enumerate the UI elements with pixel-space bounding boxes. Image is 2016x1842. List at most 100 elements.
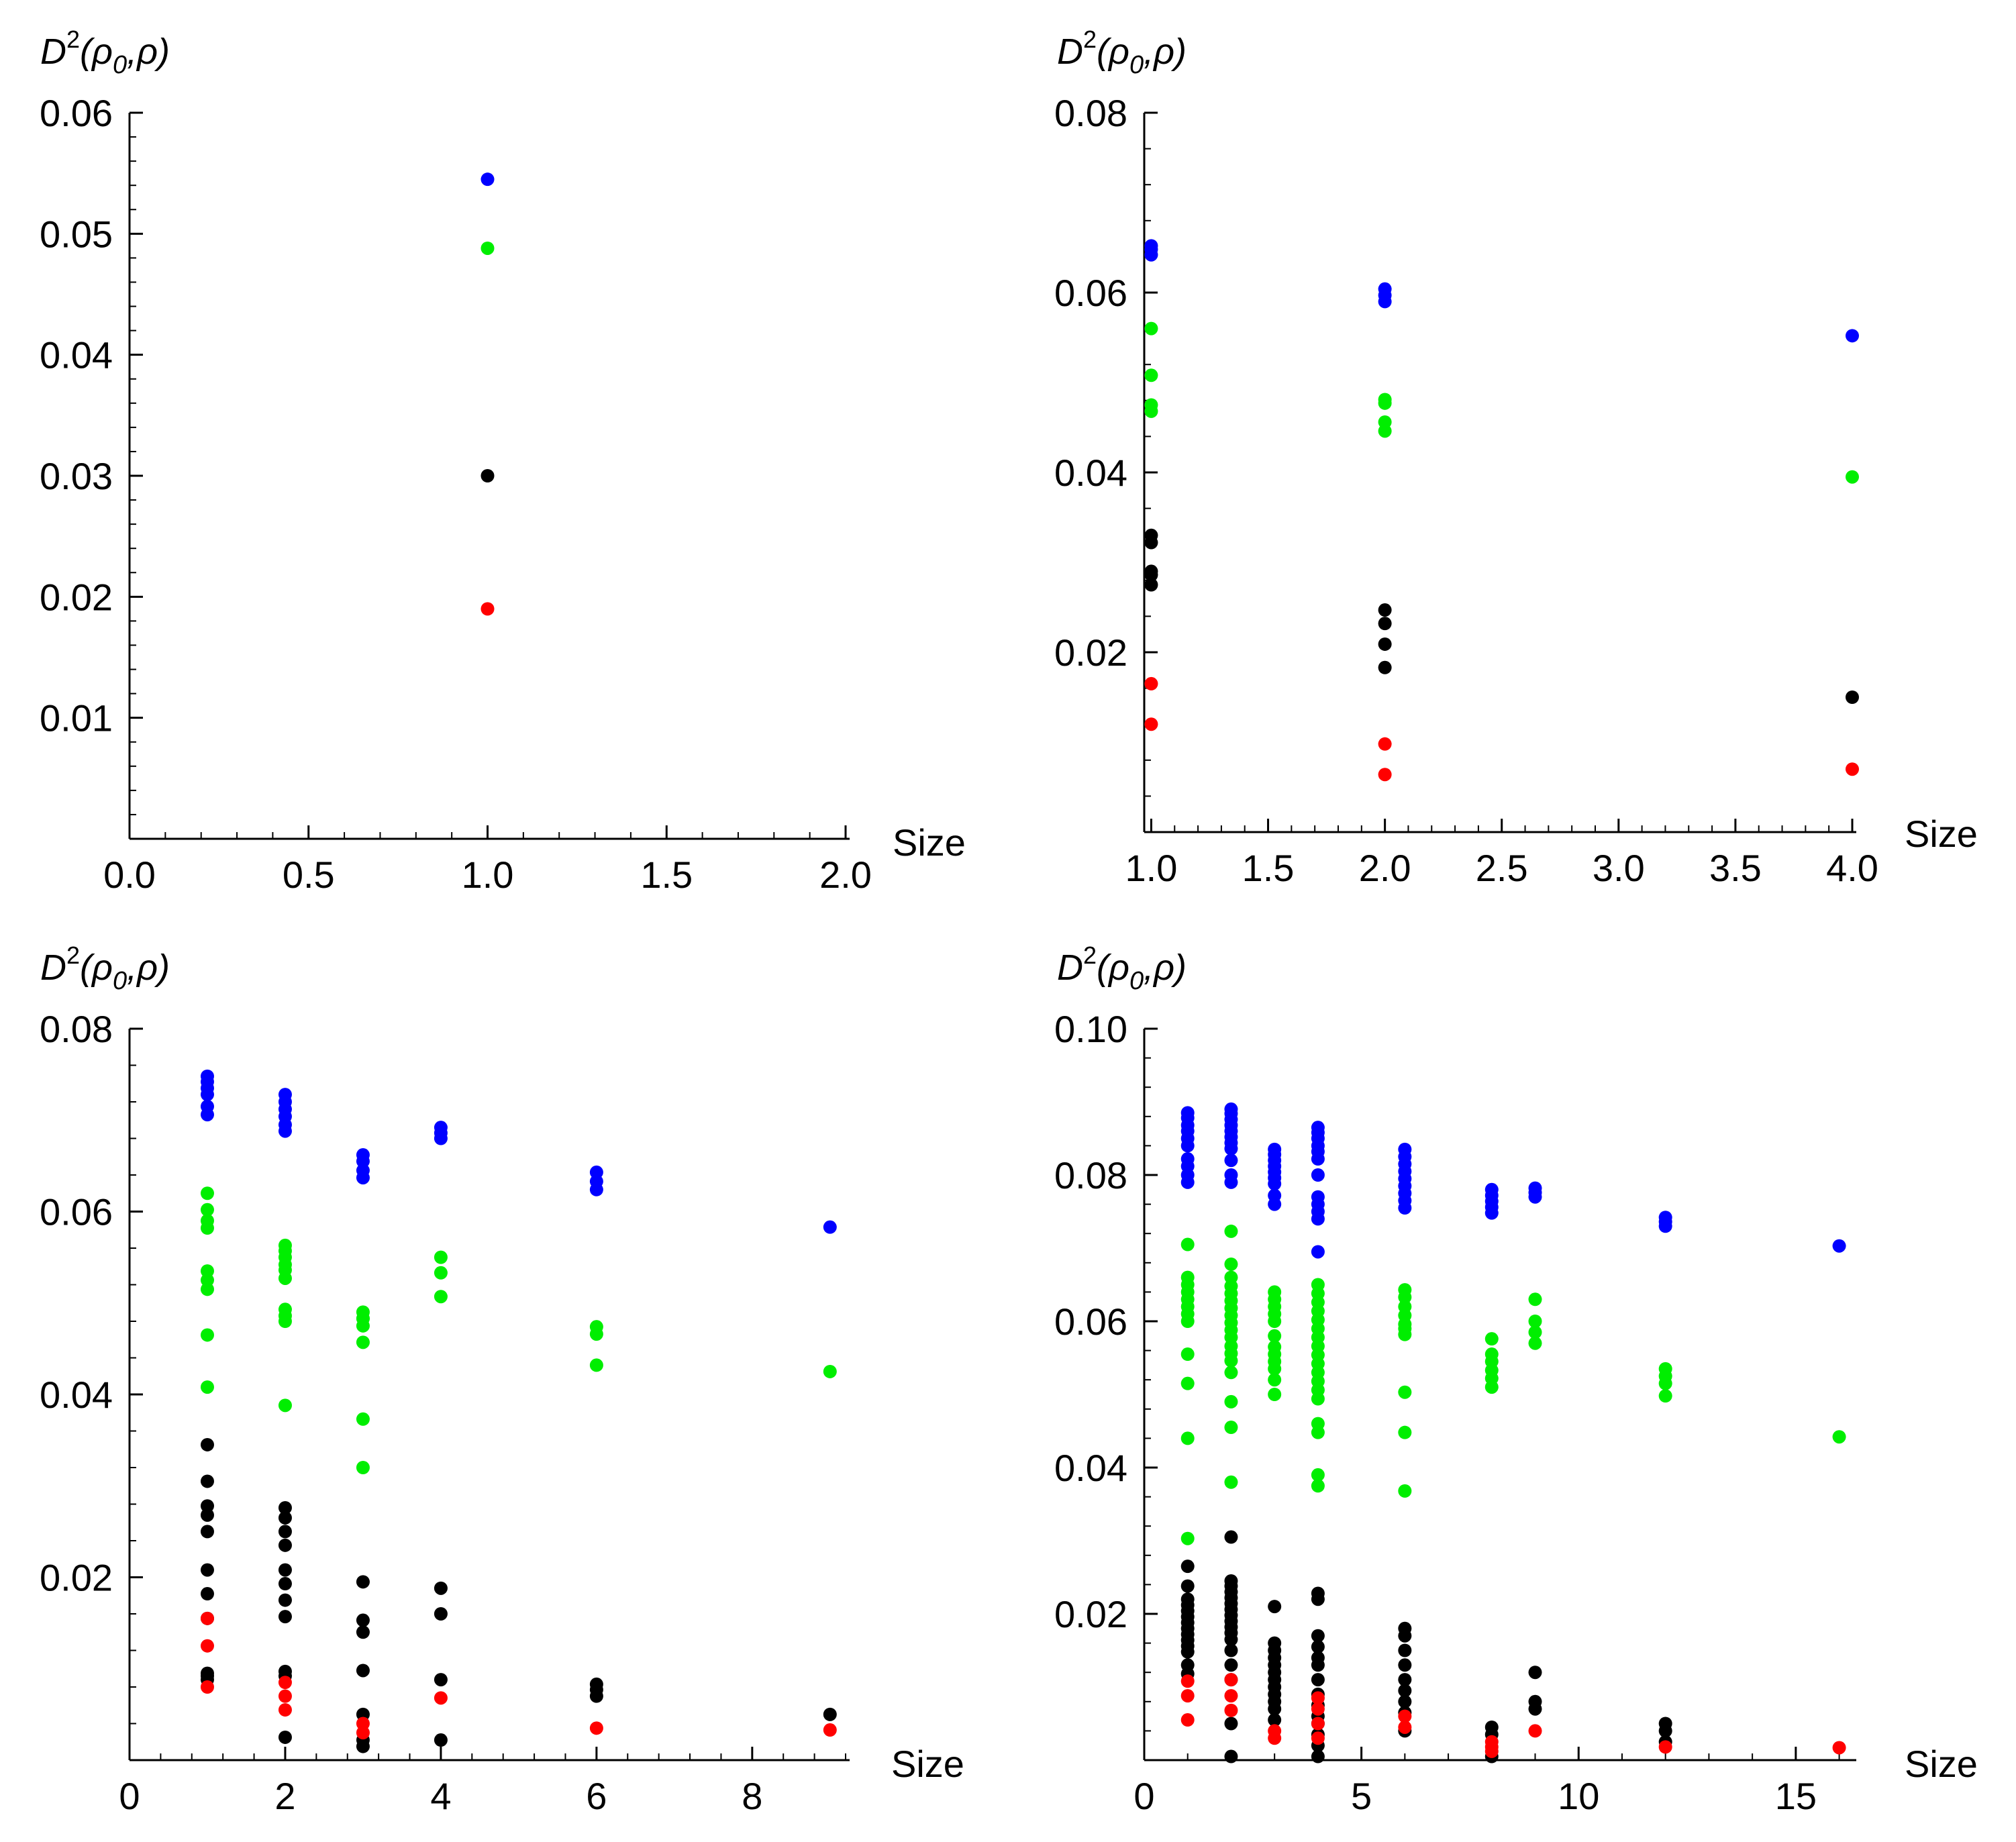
data-point-black: [1398, 1643, 1412, 1657]
data-point-black: [200, 1587, 214, 1601]
data-point-red: [1846, 762, 1859, 776]
data-point-blue: [1398, 1201, 1412, 1215]
data-point-black: [1144, 578, 1158, 592]
y-tick-label: 0.06: [40, 1191, 113, 1233]
data-point-black: [1378, 617, 1392, 631]
data-point-red: [200, 1639, 214, 1653]
data-point-black: [1378, 637, 1392, 651]
data-point-blue: [1224, 1175, 1238, 1189]
series-blue: [1144, 239, 1859, 343]
data-point-red: [1378, 737, 1392, 751]
x-tick-label: 3.5: [1709, 847, 1762, 889]
data-point-green: [434, 1290, 448, 1304]
data-point-green: [1484, 1380, 1499, 1394]
y-axis-label: D2(ρ0,ρ): [40, 941, 170, 995]
data-point-green: [200, 1203, 214, 1217]
data-point-black: [1398, 1673, 1412, 1687]
data-point-green: [1846, 470, 1859, 484]
data-point-green: [1180, 1431, 1195, 1445]
data-point-red: [1144, 717, 1158, 731]
data-point-black: [1311, 1629, 1325, 1643]
data-point-blue: [1378, 295, 1392, 309]
x-axis-label: Size: [893, 821, 966, 864]
x-tick-label: 0: [119, 1775, 140, 1817]
data-point-red: [434, 1691, 448, 1705]
x-tick-label: 1.0: [462, 854, 514, 896]
data-point-blue: [823, 1220, 837, 1234]
data-point-black: [1224, 1658, 1238, 1672]
y-tick-label: 0.08: [1054, 1154, 1127, 1196]
data-point-black: [1311, 1673, 1325, 1687]
data-point-black: [1398, 1694, 1412, 1708]
data-point-red: [1398, 1720, 1412, 1734]
data-point-green: [200, 1282, 214, 1296]
data-point-green: [356, 1311, 370, 1325]
y-axis-label: D2(ρ0,ρ): [1057, 941, 1187, 995]
data-point-red: [200, 1611, 214, 1625]
series-black: [1180, 1530, 1672, 1763]
data-point-green: [1180, 1376, 1195, 1390]
data-point-black: [1180, 1559, 1195, 1574]
data-point-blue: [434, 1131, 448, 1145]
data-point-red: [1224, 1703, 1238, 1717]
data-point-red: [1180, 1689, 1195, 1703]
y-tick-label: 0.06: [40, 92, 113, 134]
x-tick-label: 2.0: [819, 854, 872, 896]
data-point-black: [589, 1689, 603, 1703]
data-point-green: [278, 1315, 292, 1328]
x-tick-label: 0.5: [283, 854, 335, 896]
data-point-red: [356, 1726, 370, 1740]
x-tick-label: 2: [274, 1775, 295, 1817]
y-tick-label: 0.08: [40, 1008, 113, 1050]
data-point-black: [1398, 1658, 1412, 1672]
data-point-black: [1311, 1640, 1325, 1654]
data-point-black: [1846, 690, 1859, 704]
data-point-black: [434, 1673, 448, 1687]
series-green: [481, 241, 495, 255]
data-point-black: [481, 469, 495, 482]
series-green: [1144, 321, 1859, 484]
y-tick-label: 0.06: [1054, 1300, 1127, 1343]
y-tick-label: 0.04: [1054, 452, 1127, 494]
data-point-black: [434, 1733, 448, 1747]
data-point-black: [434, 1607, 448, 1621]
data-point-black: [1658, 1724, 1672, 1738]
x-tick-label: 0: [1133, 1775, 1154, 1817]
x-tick-label: 2.0: [1359, 847, 1411, 889]
data-point-blue: [589, 1182, 603, 1196]
data-point-green: [1180, 1531, 1195, 1545]
data-point-black: [1180, 1645, 1195, 1659]
data-point-red: [1180, 1713, 1195, 1727]
data-point-green: [200, 1221, 214, 1235]
data-point-black: [200, 1563, 214, 1577]
series-green: [1180, 1224, 1846, 1545]
data-point-black: [1398, 1684, 1412, 1698]
data-point-red: [1311, 1691, 1325, 1705]
data-point-black: [278, 1610, 292, 1624]
data-point-black: [1311, 1749, 1325, 1763]
data-point-green: [1832, 1430, 1846, 1444]
data-point-blue: [1224, 1154, 1238, 1168]
data-point-black: [200, 1474, 214, 1488]
data-point-green: [1398, 1385, 1412, 1399]
y-tick-label: 0.04: [40, 1374, 113, 1416]
data-point-red: [1144, 676, 1158, 690]
data-point-green: [1311, 1479, 1325, 1493]
x-tick-label: 6: [586, 1775, 607, 1817]
data-point-blue: [481, 172, 495, 187]
data-point-black: [200, 1525, 214, 1539]
data-point-green: [1658, 1376, 1672, 1390]
data-point-green: [278, 1398, 292, 1413]
data-point-green: [200, 1328, 214, 1342]
data-point-red: [1398, 1709, 1412, 1723]
y-tick-label: 0.04: [1054, 1447, 1127, 1489]
data-point-black: [1144, 568, 1158, 582]
series-black: [481, 469, 495, 482]
data-point-red: [1268, 1731, 1282, 1745]
series-red: [1144, 676, 1859, 782]
data-point-black: [200, 1508, 214, 1522]
data-point-red: [1484, 1744, 1499, 1758]
data-point-green: [1378, 424, 1392, 438]
data-point-black: [278, 1730, 292, 1744]
data-point-blue: [1180, 1139, 1195, 1153]
